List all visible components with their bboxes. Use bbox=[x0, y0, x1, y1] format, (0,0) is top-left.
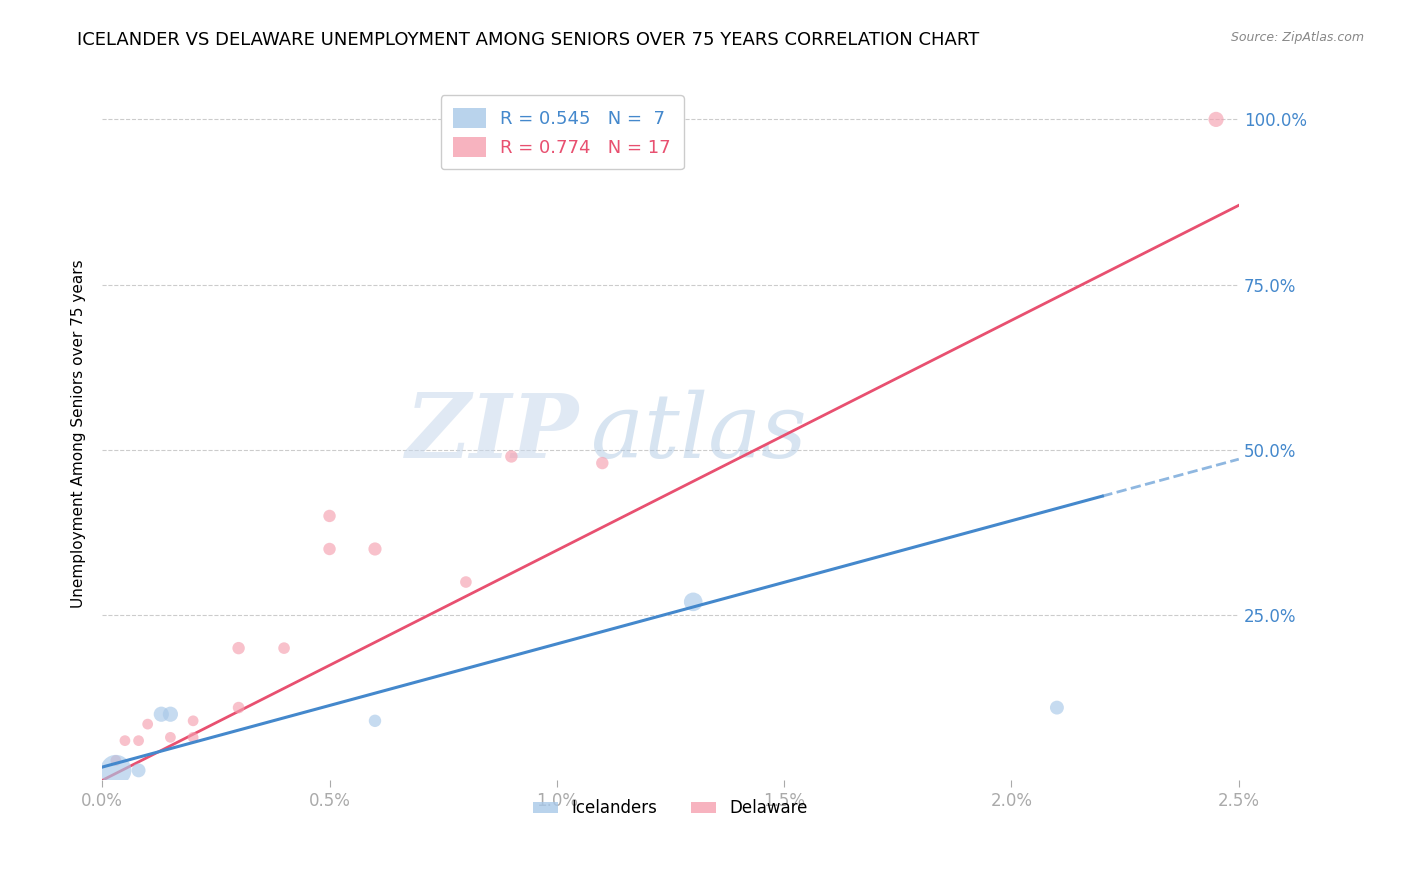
Text: Source: ZipAtlas.com: Source: ZipAtlas.com bbox=[1230, 31, 1364, 45]
Text: atlas: atlas bbox=[591, 390, 807, 476]
Point bbox=[501, 450, 523, 464]
Point bbox=[128, 764, 150, 778]
Point bbox=[136, 717, 159, 731]
Y-axis label: Unemployment Among Seniors over 75 years: Unemployment Among Seniors over 75 years bbox=[72, 259, 86, 607]
Point bbox=[318, 508, 340, 523]
Point bbox=[228, 641, 250, 656]
Point bbox=[114, 733, 136, 747]
Point bbox=[364, 714, 387, 728]
Text: ZIP: ZIP bbox=[406, 390, 579, 476]
Point bbox=[273, 641, 295, 656]
Point bbox=[104, 754, 127, 768]
Point bbox=[228, 700, 250, 714]
Point bbox=[159, 707, 181, 722]
Point bbox=[682, 595, 704, 609]
Point bbox=[591, 456, 613, 470]
Point bbox=[181, 714, 204, 728]
Point bbox=[1205, 112, 1227, 127]
Legend: Icelanders, Delaware: Icelanders, Delaware bbox=[527, 793, 814, 824]
Text: ICELANDER VS DELAWARE UNEMPLOYMENT AMONG SENIORS OVER 75 YEARS CORRELATION CHART: ICELANDER VS DELAWARE UNEMPLOYMENT AMONG… bbox=[77, 31, 980, 49]
Point bbox=[454, 575, 477, 590]
Point bbox=[318, 541, 340, 556]
Point bbox=[1046, 700, 1069, 714]
Point bbox=[181, 731, 204, 745]
Point bbox=[104, 764, 127, 778]
Point bbox=[364, 541, 387, 556]
Point bbox=[128, 733, 150, 747]
Point bbox=[159, 731, 181, 745]
Point bbox=[150, 707, 173, 722]
